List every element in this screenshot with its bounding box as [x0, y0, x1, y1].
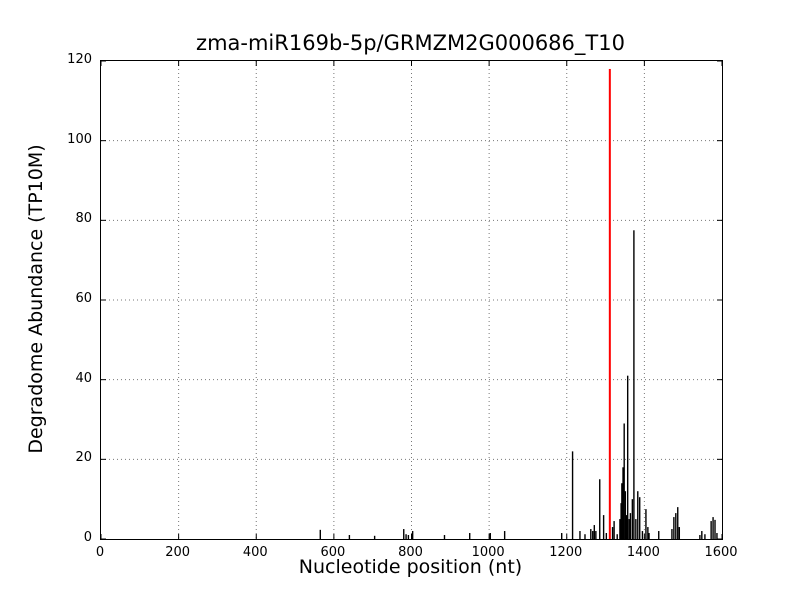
degradome-spike — [675, 513, 677, 539]
y-tick-label: 20 — [75, 450, 92, 466]
degradome-spike — [616, 534, 618, 539]
y-tick-label: 0 — [83, 530, 92, 545]
degradome-spike — [579, 531, 581, 539]
degradome-spike — [658, 531, 660, 539]
degradome-spike — [712, 517, 714, 539]
x-tick-label: 1400 — [626, 545, 660, 560]
degradome-spike — [628, 519, 630, 539]
x-tick-label: 400 — [242, 545, 268, 560]
degradome-spike — [469, 533, 471, 539]
degradome-spike — [701, 531, 703, 539]
x-axis-label: Nucleotide position (nt) — [298, 556, 523, 578]
x-tick-label: 1200 — [549, 545, 583, 560]
degradome-spike — [571, 451, 574, 539]
degradome-spike — [635, 519, 637, 539]
chart-title: zma-miR169b-5p/GRMZM2G000686_T10 — [196, 31, 625, 55]
degradome-spike — [611, 527, 614, 539]
degradome-spike — [602, 515, 605, 539]
degradome-spike — [561, 533, 563, 539]
degradome-spike — [699, 535, 701, 539]
degradome-spike — [613, 521, 615, 539]
degradome-spike — [648, 533, 650, 539]
degradome-spike — [319, 529, 321, 539]
degradome-spike — [624, 491, 627, 539]
degradome-spike — [623, 423, 625, 539]
degradome-spike — [647, 527, 649, 539]
y-tick-label: 120 — [67, 52, 92, 67]
plot-area — [100, 60, 723, 540]
degradome-spike — [592, 531, 594, 539]
degradome-spike — [619, 519, 621, 539]
degradome-spike — [622, 467, 624, 539]
y-tick-label: 60 — [75, 291, 92, 306]
degradome-spike — [584, 534, 586, 539]
degradome-spike — [637, 491, 639, 539]
degradome-spike — [671, 529, 673, 539]
degradome-spike — [641, 531, 644, 539]
degradome-spike — [704, 534, 706, 539]
degradome-spike — [593, 525, 596, 539]
x-tick-label: 1600 — [704, 545, 738, 560]
degradome-spike — [489, 533, 491, 539]
degradome-spike — [503, 531, 506, 539]
degradome-spike — [411, 531, 414, 539]
degradome-spike — [405, 534, 407, 539]
degradome-spike — [678, 527, 681, 539]
degradome-spike — [595, 531, 597, 539]
degradome-spike — [403, 529, 405, 539]
degradome-spike — [673, 517, 675, 539]
degradome-spike — [621, 483, 623, 539]
degradome-spike — [599, 479, 601, 539]
degradome-spike — [631, 499, 634, 539]
y-tick-label: 80 — [75, 211, 92, 227]
mirna-target-site-line — [608, 68, 611, 539]
degradome-spike — [407, 535, 410, 539]
degradome-spike — [629, 513, 632, 539]
degradome-spike — [373, 535, 376, 539]
degradome-spike — [590, 529, 592, 539]
degradome-spike — [626, 375, 629, 539]
degradome-spike — [443, 535, 446, 539]
x-tick-label: 600 — [320, 545, 346, 560]
x-tick-label: 800 — [398, 545, 423, 560]
degradome-spike — [714, 519, 716, 539]
degradome-spike — [639, 497, 641, 539]
degradome-spike — [633, 230, 635, 539]
x-tick-label: 200 — [165, 545, 191, 560]
degradome-spike — [677, 507, 679, 539]
plot-canvas — [101, 61, 722, 539]
degradome-spike — [716, 533, 718, 539]
y-tick-label: 40 — [75, 370, 92, 386]
degradome-spike — [605, 533, 608, 539]
y-axis-label: Degradome Abundance (TP10M) — [25, 144, 47, 454]
degradome-spike — [645, 509, 647, 539]
x-tick-label: 1000 — [471, 545, 505, 560]
degradome-spike — [620, 503, 622, 539]
degradome-spike — [710, 521, 712, 539]
degradome-spike — [348, 535, 351, 539]
y-tick-label: 100 — [67, 131, 92, 147]
x-tick-label: 0 — [95, 545, 105, 560]
degradome-spike — [625, 515, 628, 539]
